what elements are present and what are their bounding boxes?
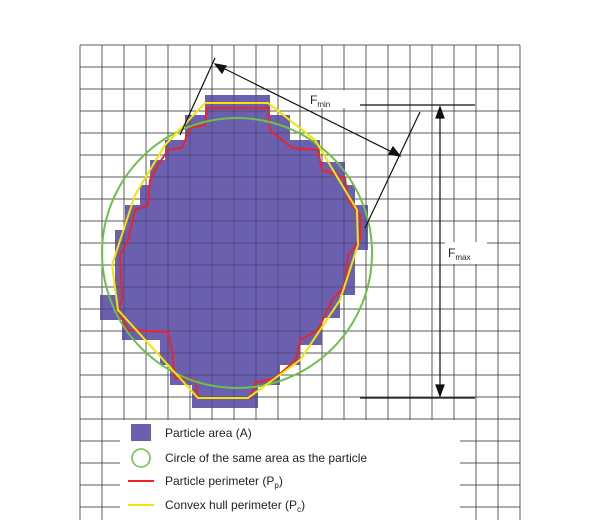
legend-text: Particle area (A): [165, 426, 252, 440]
legend-text: Circle of the same area as the particle: [165, 451, 367, 465]
f-min-measure: [179, 57, 421, 229]
equal-area-circle: [101, 117, 373, 389]
f-max-sub: max: [455, 253, 470, 262]
f-max-measure: [360, 104, 475, 399]
legend-text: Convex hull perimeter (Pc): [165, 498, 305, 514]
f-min-main: F: [310, 93, 317, 107]
legend-end: ): [301, 498, 305, 512]
legend-label: Particle area (A): [165, 426, 252, 440]
legend-label: Convex hull perimeter (P: [165, 498, 297, 512]
f-max-main: F: [448, 246, 455, 260]
legend-label: Particle perimeter (P: [165, 474, 274, 488]
legend-background: [120, 420, 460, 520]
f-min-sub: min: [317, 100, 330, 109]
legend-sub: p: [274, 481, 279, 490]
label-background: [445, 242, 487, 264]
convex-hull: [110, 102, 360, 399]
particle-area: [100, 95, 368, 408]
legend-swatch-area: [131, 424, 151, 441]
legend-end: ): [279, 474, 283, 488]
legend-swatch-circle: [131, 448, 151, 468]
f-min-label: Fmin: [310, 93, 330, 109]
legend: Particle area (A) Circle of the same are…: [120, 420, 460, 520]
legend-text: Particle perimeter (Pp): [165, 474, 283, 490]
legend-label: Circle of the same area as the particle: [165, 451, 367, 465]
label-background: [305, 90, 347, 108]
legend-sub: c: [297, 505, 301, 514]
f-max-label: Fmax: [448, 246, 470, 262]
